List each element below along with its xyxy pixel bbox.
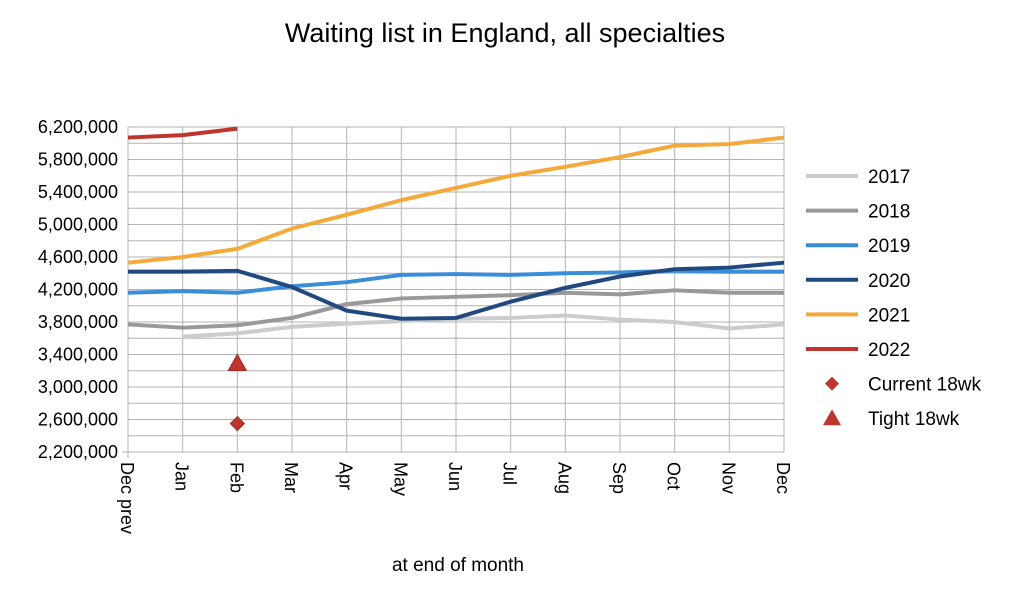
y-tick-label: 5,800,000 [38, 150, 118, 170]
y-tick-label: 3,000,000 [38, 377, 118, 397]
x-tick-label: Jun [445, 462, 465, 491]
series-lines [127, 126, 785, 339]
legend-label-2017: 2017 [868, 167, 910, 188]
x-tick-labels: Dec prev Jan Feb Mar Apr May Jun Jul Aug Sep Oct No… [117, 462, 793, 534]
legend-label-marker: Tight 18wk [868, 409, 960, 430]
series-line-2017 [182, 313, 785, 339]
legend-label-2021: 2021 [868, 305, 910, 326]
y-tick-label: 5,000,000 [38, 215, 118, 235]
legend-swatch-current-18wk [825, 376, 839, 391]
legend-label-2020: 2020 [868, 271, 910, 292]
legend-label-2019: 2019 [868, 236, 910, 257]
y-tick-label: 4,200,000 [38, 280, 118, 300]
x-tick-label: Jul [500, 462, 520, 485]
x-tick-label: Aug [554, 462, 574, 494]
legend: 2017 2018 2019 2020 2021 2022 Current 18wk Tigh… [806, 167, 981, 430]
legend-swatch-tight-18wk [823, 409, 841, 426]
marker-tight-18wk [227, 353, 248, 371]
x-axis-title: at end of month [392, 555, 524, 576]
x-tick-label: Sep [609, 462, 629, 494]
y-tick-label: 4,600,000 [38, 247, 118, 267]
series-line-2020 [128, 260, 785, 321]
series-line-2018 [127, 288, 784, 330]
legend-label-marker: Current 18wk [868, 375, 981, 396]
y-tick-label: 6,200,000 [38, 117, 118, 137]
legend-label-2018: 2018 [868, 202, 910, 223]
marker-current-18wk [229, 415, 246, 432]
legend-label-2022: 2022 [868, 340, 910, 361]
y-tick-label: 5,400,000 [38, 182, 118, 202]
x-tick-label: Jan [172, 462, 192, 491]
series-line-2022 [127, 126, 238, 140]
x-tick-label: Feb [226, 462, 246, 493]
x-tick-label: Apr [336, 462, 356, 490]
y-tick-label: 2,200,000 [38, 442, 118, 462]
x-tick-label: Mar [281, 462, 301, 493]
x-tick-label: Nov [718, 462, 738, 494]
x-tick-label: Oct [664, 462, 684, 490]
x-tick-label: Dec [773, 462, 793, 494]
chart-title: Waiting list in England, all specialties [284, 18, 726, 48]
y-tick-label: 2,600,000 [38, 410, 118, 430]
x-tick-label: Dec prev [117, 462, 137, 534]
point-markers [227, 353, 248, 432]
y-tick-labels: 6,200,000 5,800,000 5,400,000 5,000,000 4,60… [38, 117, 118, 462]
y-tick-label: 3,800,000 [38, 312, 118, 332]
y-tick-label: 3,400,000 [38, 345, 118, 365]
x-tick-label: May [390, 462, 410, 496]
series-line-2021 [127, 135, 785, 265]
